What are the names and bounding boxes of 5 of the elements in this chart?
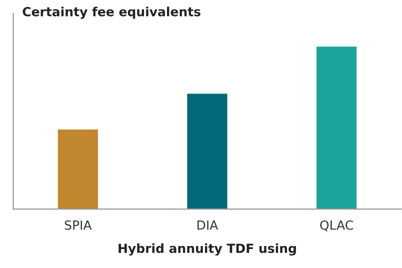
x-tick-label: DIA [198, 220, 218, 230]
x-tick-label: QLAC [320, 220, 353, 232]
x-tick-label: SPIA [64, 220, 92, 230]
x-axis-title: Hybrid annuity TDF using [118, 243, 296, 256]
chart-title: Certainty fee equivalents [22, 6, 200, 19]
